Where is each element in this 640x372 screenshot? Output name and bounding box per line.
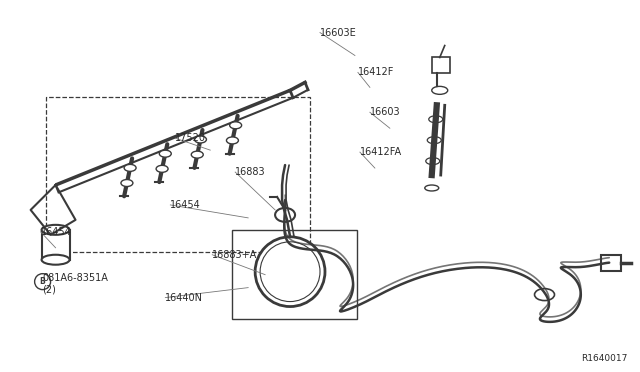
Ellipse shape	[275, 208, 295, 222]
Ellipse shape	[121, 180, 133, 186]
Ellipse shape	[42, 255, 70, 265]
Text: 16603E: 16603E	[320, 28, 356, 38]
Text: R1640017: R1640017	[581, 355, 627, 363]
Bar	[42, 230, 70, 260]
Ellipse shape	[159, 150, 172, 157]
Ellipse shape	[124, 164, 136, 171]
Ellipse shape	[428, 137, 441, 144]
Circle shape	[35, 274, 51, 290]
Ellipse shape	[195, 136, 207, 143]
Text: 16454: 16454	[170, 200, 201, 210]
Bar	[432, 58, 450, 73]
Ellipse shape	[534, 289, 554, 301]
Text: 16454: 16454	[40, 227, 71, 237]
Text: B: B	[40, 277, 45, 286]
Ellipse shape	[42, 225, 70, 235]
Text: 081A6-8351A: 081A6-8351A	[43, 273, 108, 283]
Text: (2): (2)	[43, 285, 56, 295]
Ellipse shape	[156, 165, 168, 172]
Ellipse shape	[230, 122, 242, 129]
Text: 16412FA: 16412FA	[360, 147, 402, 157]
Text: 16883+A: 16883+A	[212, 250, 257, 260]
Bar	[602, 255, 621, 271]
Ellipse shape	[432, 86, 448, 94]
Ellipse shape	[429, 116, 443, 123]
Ellipse shape	[426, 158, 440, 164]
Ellipse shape	[191, 151, 204, 158]
Bar	[45, 97, 310, 252]
Circle shape	[255, 237, 325, 307]
Ellipse shape	[425, 185, 439, 191]
Bar	[232, 230, 357, 320]
Text: 16603: 16603	[370, 107, 401, 117]
Circle shape	[260, 242, 320, 302]
Text: 16883: 16883	[235, 167, 266, 177]
Text: 16440N: 16440N	[165, 293, 204, 302]
Text: 17520: 17520	[175, 133, 206, 143]
Ellipse shape	[227, 137, 239, 144]
Text: 16412F: 16412F	[358, 67, 394, 77]
